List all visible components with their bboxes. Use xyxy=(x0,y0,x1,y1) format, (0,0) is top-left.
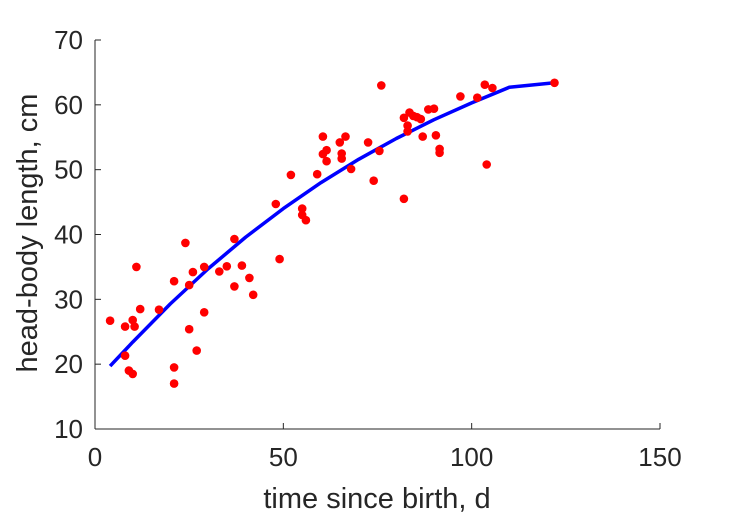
data-point xyxy=(488,83,497,93)
data-point xyxy=(215,267,224,276)
data-point xyxy=(237,261,247,270)
data-point xyxy=(169,379,179,388)
data-point xyxy=(199,262,209,272)
data-point xyxy=(297,204,307,213)
data-point xyxy=(363,138,373,147)
x-tick-label: 50 xyxy=(269,442,298,472)
x-tick-label: 0 xyxy=(88,442,102,472)
data-point xyxy=(403,127,412,136)
data-point xyxy=(128,315,137,325)
y-tick-label: 50 xyxy=(54,155,83,185)
data-point xyxy=(399,113,409,123)
data-point xyxy=(318,132,328,141)
data-point xyxy=(418,132,428,141)
data-point xyxy=(322,156,331,166)
data-point xyxy=(192,346,201,355)
data-point xyxy=(154,305,164,315)
fit-line xyxy=(108,81,555,368)
data-point xyxy=(222,262,232,271)
data-point xyxy=(120,322,130,331)
data-point xyxy=(169,363,179,372)
y-tick-label: 30 xyxy=(54,284,83,314)
data-point xyxy=(550,78,559,88)
data-point xyxy=(135,304,145,314)
data-point xyxy=(181,238,190,248)
y-tick-label: 40 xyxy=(54,220,83,250)
data-point xyxy=(275,254,284,264)
y-tick-label: 60 xyxy=(54,90,83,120)
data-point xyxy=(230,282,239,291)
y-tick-label: 70 xyxy=(54,25,83,55)
x-tick-label: 100 xyxy=(450,442,493,472)
data-point xyxy=(369,176,379,185)
data-point xyxy=(230,234,239,244)
data-point xyxy=(312,169,322,179)
data-point xyxy=(188,267,198,277)
x-tick-label: 150 xyxy=(638,442,681,472)
data-point xyxy=(399,194,409,204)
data-point xyxy=(105,316,115,326)
data-point xyxy=(248,290,258,300)
plot-area xyxy=(105,78,559,388)
data-point xyxy=(435,148,444,158)
data-point xyxy=(377,81,386,90)
data-point xyxy=(286,170,296,180)
data-point xyxy=(128,369,137,379)
data-point xyxy=(120,351,130,361)
data-point xyxy=(480,80,490,89)
data-point xyxy=(346,164,356,174)
data-point xyxy=(341,132,350,141)
data-point xyxy=(301,215,311,225)
data-point xyxy=(429,104,439,113)
data-point xyxy=(184,324,194,334)
data-point xyxy=(271,199,281,209)
data-point xyxy=(322,145,331,155)
y-tick-label: 20 xyxy=(54,349,83,379)
data-point xyxy=(169,276,179,286)
data-point xyxy=(431,131,441,140)
y-tick-label: 10 xyxy=(54,414,83,444)
x-axis-label: time since birth, d xyxy=(263,483,490,515)
data-point xyxy=(337,154,347,163)
data-point xyxy=(199,308,209,317)
data-point xyxy=(473,93,482,102)
y-axis-label: head-body length, cm xyxy=(12,94,44,373)
data-point xyxy=(184,280,194,290)
data-point xyxy=(130,322,139,331)
data-point xyxy=(335,138,345,147)
data-point xyxy=(456,92,465,101)
data-point xyxy=(482,160,492,169)
data-point xyxy=(375,146,384,156)
data-point xyxy=(132,262,141,272)
data-point xyxy=(245,273,254,283)
axes: 0 50 100 150 10 20 30 40 50 60 70 xyxy=(54,25,682,472)
data-point xyxy=(416,114,426,124)
